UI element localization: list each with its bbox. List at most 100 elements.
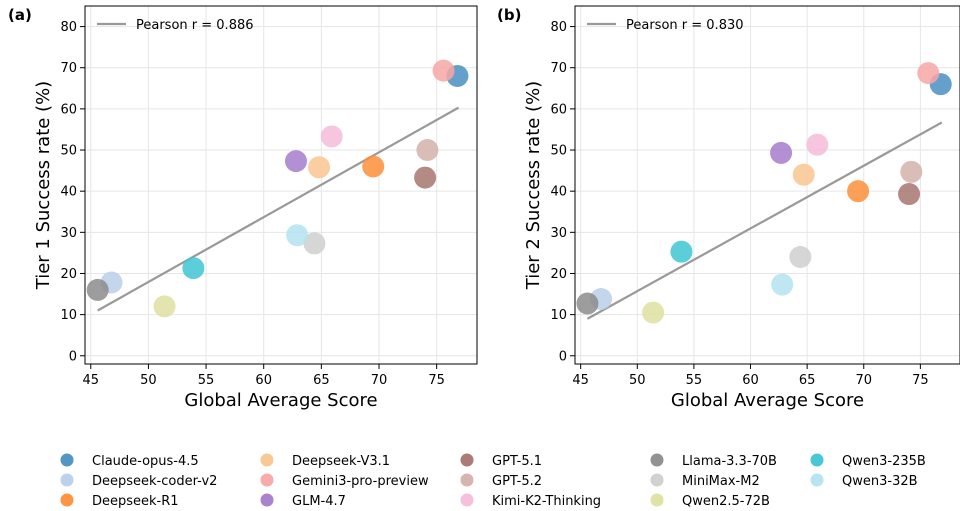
legend-marker <box>460 453 474 467</box>
y-tick-label: 30 <box>550 226 567 241</box>
point-gpt-5-2 <box>416 139 439 162</box>
point-gpt-5-1 <box>898 183 921 206</box>
y-tick-label: 10 <box>550 308 567 323</box>
legend-item: GLM-4.7 <box>260 493 346 509</box>
point-kimi-k2-thinking <box>320 125 343 148</box>
point-gpt-5-2 <box>900 160 923 183</box>
x-tick-label: 50 <box>629 373 646 388</box>
plot-frame <box>84 5 478 365</box>
points-layer <box>576 62 952 324</box>
chart-panel-a: 45 50 55 60 65 70 75 0 10 20 30 40 50 60 70 80 Pearson r… <box>8 5 478 411</box>
legend-marker <box>260 493 274 507</box>
legend-item: GPT-5.1 <box>460 453 542 469</box>
point-deepseek-r1 <box>847 180 870 203</box>
legend-marker <box>650 473 664 487</box>
point-qwen2-5-72b <box>153 295 176 318</box>
legend-marker <box>650 453 664 467</box>
x-tick-label: 70 <box>855 373 872 388</box>
point-qwen3-32b <box>771 273 794 296</box>
y-tick-label: 20 <box>550 267 567 282</box>
legend-model-label: GPT-5.1 <box>492 454 542 469</box>
point-gpt-5-1 <box>414 166 437 189</box>
y-tick-label: 60 <box>60 102 77 117</box>
chart-panel-b: 45 50 55 60 65 70 75 0 10 20 30 40 50 60 70 80 Pearson r… <box>497 5 960 411</box>
point-glm-4-7 <box>770 141 793 164</box>
legend-marker <box>260 473 274 487</box>
point-deepseek-r1 <box>362 155 385 178</box>
legend-model-label: Deepseek-V3.1 <box>292 454 390 469</box>
x-tick-label: 70 <box>371 373 388 388</box>
legend-model-label: Gemini3-pro-preview <box>292 474 429 489</box>
legend-model-label: Kimi-K2-Thinking <box>492 494 601 509</box>
x-tick-label: 60 <box>742 373 759 388</box>
y-tick-label: 10 <box>60 308 77 323</box>
point-deepseek-v3-1 <box>792 163 815 186</box>
point-minimax-m2 <box>303 232 326 255</box>
legend-item: MiniMax-M2 <box>650 473 760 489</box>
point-llama-3-3-70b <box>576 292 599 315</box>
y-tick-label: 50 <box>550 144 567 159</box>
y-tick-label: 80 <box>60 20 77 35</box>
model-legend: Claude-opus-4.5 Deepseek-coder-v2 Deepseek… <box>60 453 926 509</box>
legend-item: Llama-3.3-70B <box>650 453 777 469</box>
legend-item: Claude-opus-4.5 <box>60 453 199 469</box>
point-glm-4-7 <box>284 150 307 173</box>
legend-model-label: Qwen3-32B <box>842 474 918 489</box>
y-tick-label: 70 <box>60 61 77 76</box>
point-qwen3-235b <box>182 257 205 280</box>
legend-item: Kimi-K2-Thinking <box>460 493 601 509</box>
point-gemini3-pro-preview <box>432 59 455 82</box>
fit-line <box>586 121 943 320</box>
legend-model-label: Llama-3.3-70B <box>682 454 777 469</box>
legend-marker <box>460 493 474 507</box>
legend-model-label: GLM-4.7 <box>292 494 346 509</box>
legend-model-label: MiniMax-M2 <box>682 474 760 489</box>
point-qwen3-235b <box>670 240 693 263</box>
points-layer <box>86 59 469 318</box>
point-minimax-m2 <box>789 246 812 269</box>
point-qwen2-5-72b <box>642 301 665 324</box>
y-tick-label: 40 <box>550 185 567 200</box>
y-tick-label: 40 <box>60 185 77 200</box>
panel-label: (b) <box>497 6 521 24</box>
legend-marker <box>60 473 74 487</box>
legend-item: Qwen3-235B <box>810 453 926 469</box>
legend-item: Deepseek-V3.1 <box>260 453 390 469</box>
y-tick-label: 60 <box>550 102 567 117</box>
legend-model-label: Deepseek-coder-v2 <box>92 474 217 489</box>
legend-marker <box>60 493 74 507</box>
point-llama-3-3-70b <box>86 278 109 301</box>
legend-model-label: Deepseek-R1 <box>92 494 179 509</box>
legend-marker <box>60 453 74 467</box>
legend-marker <box>810 473 824 487</box>
y-tick-label: 0 <box>559 349 567 364</box>
y-axis-label: Tier 2 Success rate (%) <box>523 81 544 290</box>
legend-model-label: Qwen3-235B <box>842 454 926 469</box>
x-tick-label: 60 <box>255 373 272 388</box>
point-gemini3-pro-preview <box>917 62 940 85</box>
x-tick-label: 65 <box>313 373 330 388</box>
x-tick-label: 45 <box>82 373 99 388</box>
legend-model-label: Qwen2.5-72B <box>682 494 770 509</box>
legend-label: Pearson r = 0.886 <box>136 18 254 33</box>
y-tick-label: 30 <box>60 226 77 241</box>
y-tick-label: 50 <box>60 144 77 159</box>
legend-marker <box>460 473 474 487</box>
x-tick-label: 75 <box>912 373 929 388</box>
legend-item: Deepseek-coder-v2 <box>60 473 217 489</box>
y-tick-label: 20 <box>60 267 77 282</box>
point-deepseek-v3-1 <box>308 156 331 179</box>
legend-item: Qwen2.5-72B <box>650 493 770 509</box>
y-tick-label: 80 <box>550 20 567 35</box>
y-axis-label: Tier 1 Success rate (%) <box>33 81 54 290</box>
x-axis-label: Global Average Score <box>671 390 864 411</box>
legend-model-label: Claude-opus-4.5 <box>92 454 199 469</box>
legend-label: Pearson r = 0.830 <box>626 18 744 33</box>
x-tick-label: 50 <box>140 373 157 388</box>
legend-item: Deepseek-R1 <box>60 493 179 509</box>
x-tick-label: 65 <box>799 373 816 388</box>
legend-marker <box>650 493 664 507</box>
legend-model-label: GPT-5.2 <box>492 474 542 489</box>
x-tick-label: 45 <box>572 373 589 388</box>
